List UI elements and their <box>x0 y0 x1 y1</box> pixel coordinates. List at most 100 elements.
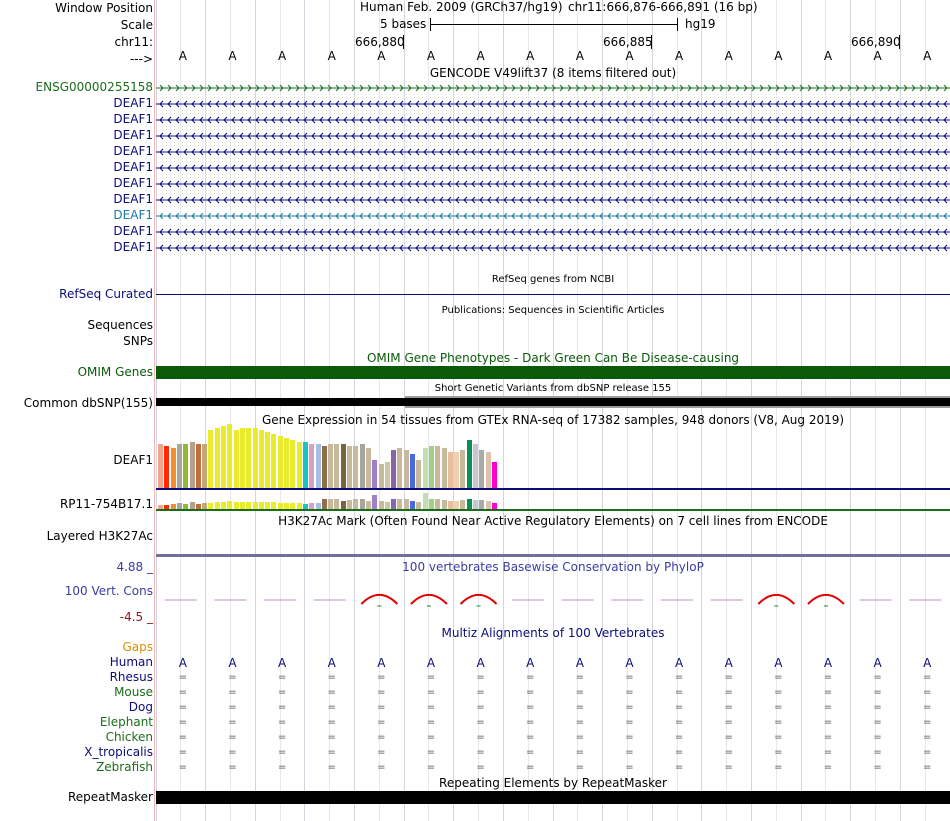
gtex-rp11-bar[interactable] <box>252 502 258 509</box>
gtex-deaf1-bar[interactable] <box>466 440 472 488</box>
gtex-rp11-bar[interactable] <box>378 501 384 509</box>
gtex-rp11-bar[interactable] <box>422 493 428 509</box>
gtex-rp11-bar[interactable] <box>441 500 447 509</box>
gtex-deaf1-label[interactable]: DEAF1 <box>113 453 153 467</box>
gtex-rp11-bar[interactable] <box>454 501 460 509</box>
gtex-deaf1-bar[interactable] <box>252 428 258 488</box>
gtex-deaf1-bar[interactable] <box>227 424 233 488</box>
gencode-item-feature[interactable] <box>156 131 950 141</box>
gtex-rp11-bar[interactable] <box>271 502 277 509</box>
gtex-deaf1-bar[interactable] <box>202 444 208 488</box>
gencode-item-label[interactable]: DEAF1 <box>113 144 153 158</box>
gtex-rp11-bar[interactable] <box>460 500 466 509</box>
gtex-rp11-bar[interactable] <box>208 503 214 509</box>
gtex-deaf1-bar[interactable] <box>428 446 434 488</box>
gtex-deaf1-bar[interactable] <box>284 438 289 488</box>
gtex-deaf1-bar[interactable] <box>158 444 163 488</box>
gtex-deaf1-bar[interactable] <box>239 428 245 488</box>
gtex-rp11-bar[interactable] <box>466 499 472 509</box>
gtex-rp11-bar[interactable] <box>265 502 271 509</box>
h3k27ac-label[interactable]: Layered H3K27Ac <box>46 529 153 543</box>
gtex-deaf1-bar[interactable] <box>296 442 302 488</box>
gencode-item-feature[interactable] <box>156 211 950 221</box>
gtex-deaf1-bar[interactable] <box>416 460 422 488</box>
gencode-item-label[interactable]: DEAF1 <box>113 160 153 174</box>
publications-snps-label[interactable]: SNPs <box>123 334 153 348</box>
gtex-deaf1-bar[interactable] <box>422 448 428 488</box>
multiz-track-title[interactable]: Multiz Alignments of 100 Vertebrates <box>441 626 665 640</box>
gtex-deaf1-bar[interactable] <box>208 430 214 488</box>
dbsnp-track-title[interactable]: Short Genetic Variants from dbSNP releas… <box>434 383 672 394</box>
repeatmasker-track-title[interactable]: Repeating Elements by RepeatMasker <box>439 776 667 790</box>
gtex-rp11-bar[interactable] <box>158 505 163 509</box>
gtex-rp11-bar[interactable] <box>447 501 453 509</box>
gtex-rp11-bar[interactable] <box>176 503 182 509</box>
gencode-item-label[interactable]: DEAF1 <box>113 208 153 222</box>
conservation-value[interactable] <box>410 593 448 605</box>
gencode-item-label[interactable]: DEAF1 <box>113 128 153 142</box>
multiz-species-label[interactable]: Zebrafish <box>96 760 153 774</box>
gencode-item-feature[interactable] <box>156 83 950 93</box>
gtex-deaf1-bar[interactable] <box>195 444 201 488</box>
gencode-item-feature[interactable] <box>156 243 950 253</box>
gtex-rp11-bar[interactable] <box>410 501 415 509</box>
gtex-deaf1-bar[interactable] <box>378 464 384 488</box>
dbsnp-feature[interactable] <box>156 398 950 406</box>
gtex-deaf1-bar[interactable] <box>410 454 415 488</box>
gencode-item-label[interactable]: DEAF1 <box>113 112 153 126</box>
conservation-value[interactable] <box>807 593 845 605</box>
gtex-rp11-bar[interactable] <box>164 505 170 509</box>
gtex-rp11-bar[interactable] <box>328 499 334 509</box>
gtex-deaf1-bar[interactable] <box>491 462 497 488</box>
gtex-rp11-bar[interactable] <box>359 499 365 509</box>
omim-track-title[interactable]: OMIM Gene Phenotypes - Dark Green Can Be… <box>366 351 740 365</box>
omim-label[interactable]: OMIM Genes <box>77 365 153 379</box>
gtex-deaf1-bar[interactable] <box>265 432 271 488</box>
gtex-deaf1-bar[interactable] <box>258 430 264 488</box>
multiz-species-label[interactable]: Elephant <box>99 715 153 729</box>
multiz-species-label[interactable]: X_tropicalis <box>84 745 153 759</box>
gtex-deaf1-bar[interactable] <box>309 444 315 488</box>
gtex-deaf1-bar[interactable] <box>435 446 441 488</box>
multiz-species-label[interactable]: Human <box>109 655 153 669</box>
gtex-rp11-bar[interactable] <box>473 500 478 509</box>
gtex-deaf1-bar[interactable] <box>454 452 460 488</box>
gencode-item-label[interactable]: DEAF1 <box>113 176 153 190</box>
gtex-rp11-bar[interactable] <box>384 502 390 509</box>
gtex-rp11-bar[interactable] <box>302 504 308 509</box>
gtex-rp11-bar[interactable] <box>296 503 302 509</box>
gtex-rp11-bar[interactable] <box>258 502 264 509</box>
gencode-item-label[interactable]: ENSG00000255158 <box>35 80 153 94</box>
conservation-value[interactable] <box>757 593 796 605</box>
gtex-deaf1-bar[interactable] <box>340 444 346 488</box>
gtex-rp11-bar[interactable] <box>183 504 189 509</box>
gtex-rp11-bar[interactable] <box>195 504 201 509</box>
gtex-deaf1-bar[interactable] <box>460 450 466 488</box>
gtex-deaf1-bar[interactable] <box>233 430 239 488</box>
gtex-rp11-bar[interactable] <box>189 502 195 509</box>
gtex-rp11-bar[interactable] <box>221 502 226 509</box>
gtex-rp11-bar[interactable] <box>397 499 403 509</box>
refseq-line[interactable] <box>156 294 950 295</box>
gtex-deaf1-bar[interactable] <box>384 462 390 488</box>
gencode-item-feature[interactable] <box>156 115 950 125</box>
gtex-rp11-bar[interactable] <box>340 501 346 509</box>
gencode-item-feature[interactable] <box>156 163 950 173</box>
repeatmasker-feature[interactable] <box>156 791 950 804</box>
gtex-deaf1-bar[interactable] <box>403 450 409 488</box>
gtex-rp11-bar[interactable] <box>372 495 378 509</box>
gtex-deaf1-bar[interactable] <box>441 448 447 488</box>
gtex-rp11-bar[interactable] <box>214 502 220 509</box>
gtex-deaf1-bar[interactable] <box>302 442 308 488</box>
gencode-item-label[interactable]: DEAF1 <box>113 224 153 238</box>
gtex-rp11-label[interactable]: RP11-754B17.1 <box>59 497 153 511</box>
conservation-value[interactable] <box>459 593 498 605</box>
repeatmasker-label[interactable]: RepeatMasker <box>67 790 153 804</box>
gtex-deaf1-bar[interactable] <box>315 444 321 488</box>
gtex-deaf1-bar[interactable] <box>221 426 226 488</box>
refseq-label[interactable]: RefSeq Curated <box>59 287 153 301</box>
gencode-item-label[interactable]: DEAF1 <box>113 192 153 206</box>
conservation-value[interactable] <box>360 593 399 605</box>
gtex-deaf1-bar[interactable] <box>397 448 403 488</box>
gtex-deaf1-bar[interactable] <box>189 442 195 488</box>
